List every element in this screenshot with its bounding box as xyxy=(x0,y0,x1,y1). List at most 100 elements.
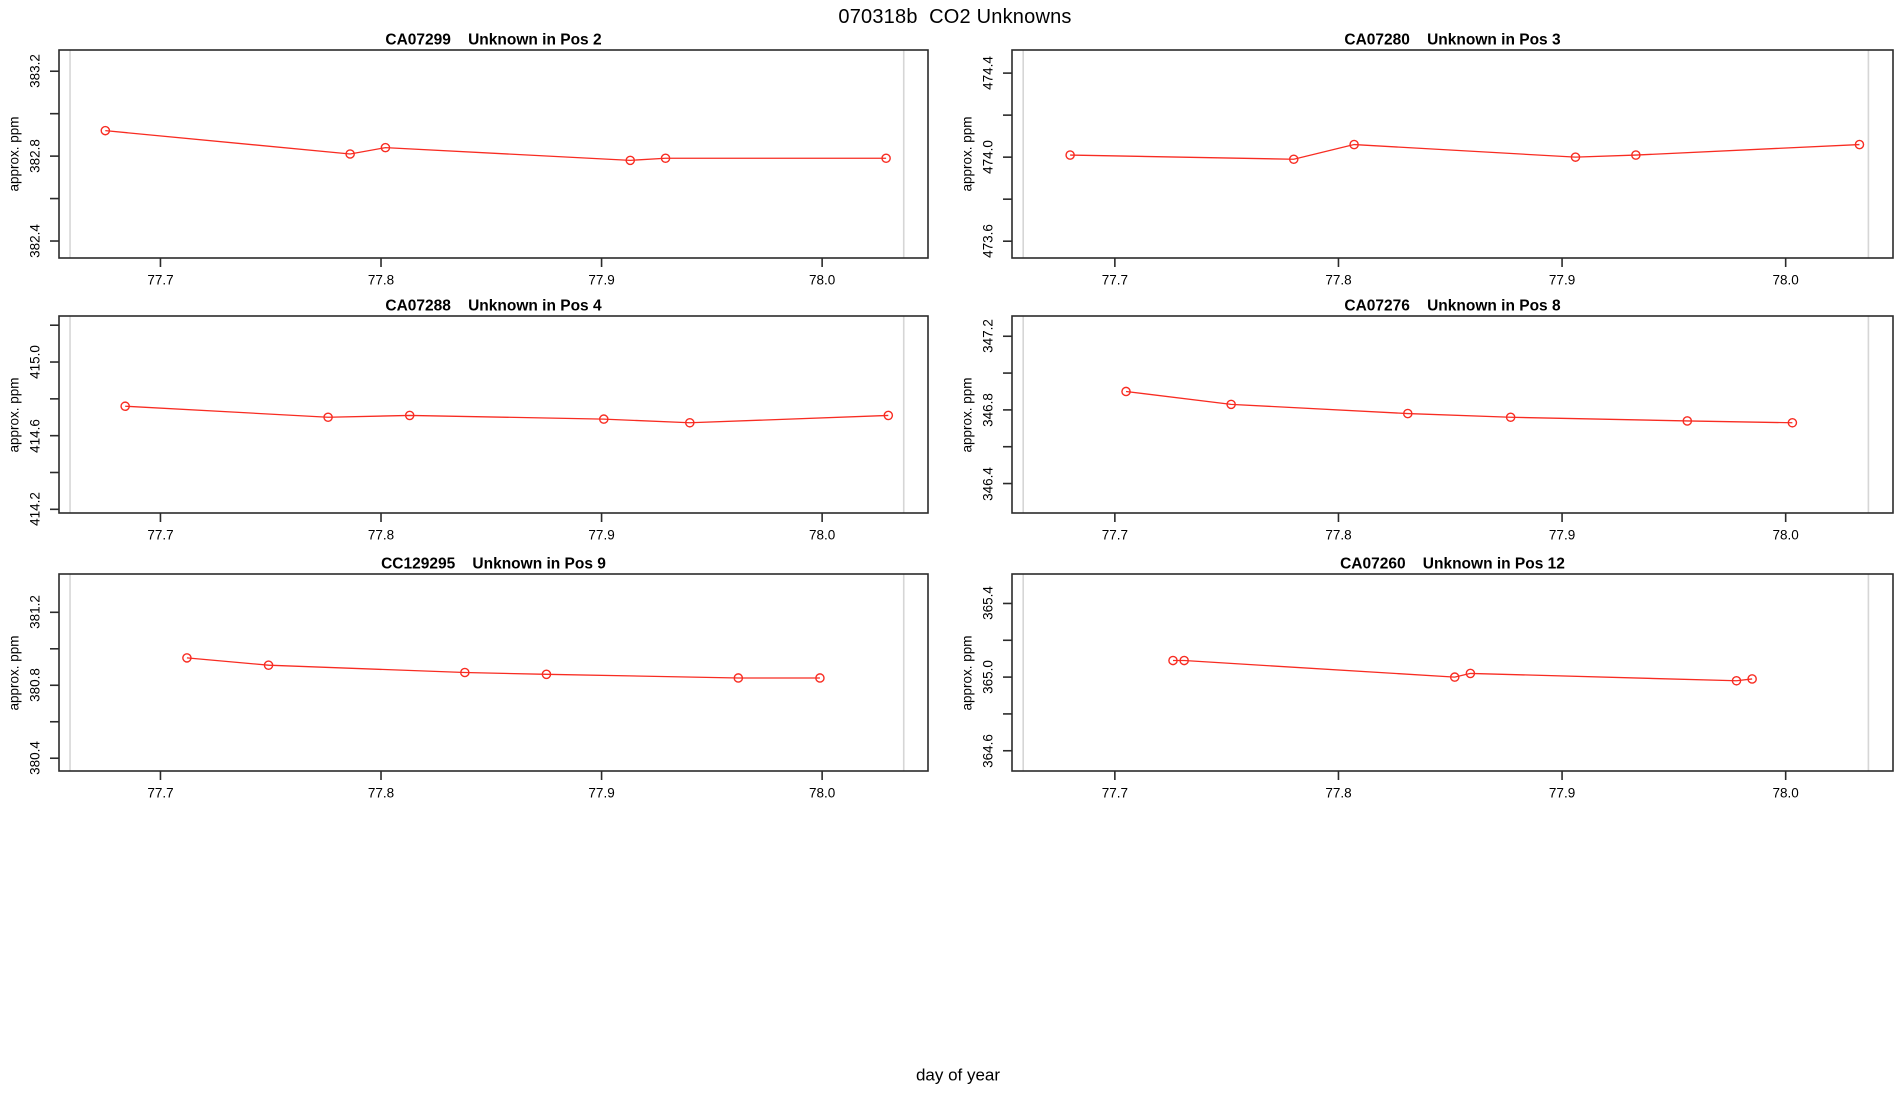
series-line xyxy=(1125,390,1793,424)
x-tick-label: 78.0 xyxy=(808,785,836,801)
x-tick-label: 77.8 xyxy=(1325,272,1352,288)
data-point xyxy=(598,414,609,424)
x-tick-label: 77.7 xyxy=(1101,272,1128,288)
data-point xyxy=(460,667,470,678)
y-axis-title: approx. ppm xyxy=(6,116,22,192)
x-tick-label: 77.9 xyxy=(1548,785,1576,801)
data-point xyxy=(1505,412,1516,423)
data-point xyxy=(1288,154,1299,165)
x-tick-label: 78.0 xyxy=(1772,785,1799,801)
x-tick-label: 77.8 xyxy=(1325,527,1352,543)
data-point xyxy=(404,410,415,421)
x-tick-label: 78.0 xyxy=(808,527,836,543)
series-line xyxy=(125,405,889,424)
data-point xyxy=(380,142,391,153)
data-point xyxy=(182,653,192,663)
panel-box xyxy=(1011,315,1894,514)
panel-box xyxy=(58,573,929,772)
y-tick-label: 474.4 xyxy=(980,56,996,91)
data-point xyxy=(120,401,130,412)
data-point xyxy=(1787,417,1798,428)
y-axis-title: approx. ppm xyxy=(959,376,975,453)
series-line xyxy=(1172,659,1753,682)
data-point xyxy=(1121,386,1131,397)
y-tick-label: 365.4 xyxy=(980,586,996,621)
panel-title: CA07288 Unknown in Pos 4 xyxy=(385,297,602,315)
data-point xyxy=(1570,152,1581,162)
data-point xyxy=(1226,399,1236,410)
data-point xyxy=(1682,416,1693,426)
y-tick-label: 382.4 xyxy=(27,224,43,258)
x-tick-label: 77.7 xyxy=(147,785,174,801)
x-tick-label: 77.7 xyxy=(147,527,174,543)
data-point xyxy=(1168,655,1178,666)
y-tick-label: 382.8 xyxy=(27,139,43,174)
x-tick-label: 77.8 xyxy=(1325,785,1352,801)
y-axis-title: approx. ppm xyxy=(6,376,22,453)
y-tick-label: 365.0 xyxy=(980,660,996,694)
y-tick-label: 415.0 xyxy=(27,345,43,379)
x-tick-label: 77.9 xyxy=(588,785,615,801)
data-point xyxy=(660,153,671,164)
y-tick-label: 474.0 xyxy=(980,140,996,175)
panel-title: CA07276 Unknown in Pos 8 xyxy=(1344,297,1561,315)
data-point xyxy=(881,153,891,164)
data-point xyxy=(684,417,695,428)
y-axis-title: approx. ppm xyxy=(959,634,975,711)
data-point xyxy=(1449,672,1460,682)
x-tick-label: 78.0 xyxy=(1772,272,1799,288)
x-tick-label: 77.9 xyxy=(588,272,615,288)
x-tick-label: 77.7 xyxy=(147,272,174,288)
y-axis-title: approx. ppm xyxy=(6,634,22,711)
x-tick-label: 77.7 xyxy=(1101,785,1128,801)
series-line xyxy=(186,657,820,679)
data-point xyxy=(263,660,274,671)
figure-title: 070318b CO2 Unknowns xyxy=(838,6,1072,28)
panel-box xyxy=(58,49,929,259)
y-tick-label: 364.6 xyxy=(980,733,996,768)
x-tick-label: 77.7 xyxy=(1101,527,1128,543)
x-tick-label: 78.0 xyxy=(808,272,836,288)
series-line xyxy=(105,130,887,162)
x-tick-label: 78.0 xyxy=(1772,527,1799,543)
y-tick-label: 473.6 xyxy=(980,224,996,259)
data-point xyxy=(883,410,894,421)
data-point xyxy=(345,149,355,159)
panel-title: CA07280 Unknown in Pos 3 xyxy=(1344,31,1561,49)
data-point xyxy=(625,155,636,166)
data-point xyxy=(100,125,111,136)
panel-title: CC129295 Unknown in Pos 9 xyxy=(381,555,606,573)
panel-box xyxy=(1011,573,1894,772)
x-tick-label: 77.9 xyxy=(1548,272,1576,288)
x-tick-label: 77.8 xyxy=(367,272,395,288)
x-tick-label: 77.9 xyxy=(588,527,615,543)
panel-box xyxy=(58,315,929,514)
y-tick-label: 414.6 xyxy=(27,418,43,453)
x-tick-label: 77.9 xyxy=(1548,527,1576,543)
data-point xyxy=(1747,674,1757,684)
data-point xyxy=(1402,408,1413,419)
data-point xyxy=(541,669,552,680)
data-point xyxy=(1179,655,1189,666)
panel-box xyxy=(1011,49,1894,259)
y-tick-label: 347.2 xyxy=(980,319,996,354)
data-point xyxy=(1065,150,1075,160)
data-point xyxy=(733,673,744,683)
data-point xyxy=(1465,668,1476,679)
x-tick-label: 77.8 xyxy=(367,527,395,543)
data-point xyxy=(1854,139,1865,150)
y-tick-label: 380.4 xyxy=(27,741,43,776)
y-tick-label: 414.2 xyxy=(27,492,43,527)
data-point xyxy=(815,673,825,683)
y-tick-label: 346.8 xyxy=(980,392,996,427)
data-point xyxy=(1349,139,1359,150)
y-axis-title: approx. ppm xyxy=(959,116,975,192)
y-tick-label: 381.2 xyxy=(27,595,43,630)
x-tick-label: 77.8 xyxy=(367,785,395,801)
x-axis-title: day of year xyxy=(915,1065,1001,1085)
series-line xyxy=(1070,143,1860,160)
y-tick-label: 383.2 xyxy=(27,54,43,89)
panel-title: CA07260 Unknown in Pos 12 xyxy=(1340,555,1565,573)
